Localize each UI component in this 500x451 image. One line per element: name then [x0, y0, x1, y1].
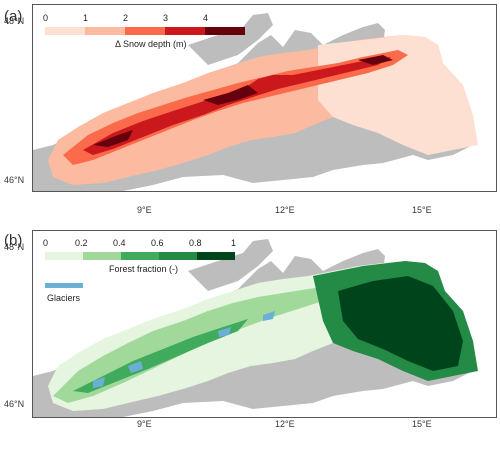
legend-b-tick-1: 0.2: [75, 238, 88, 248]
forest-map-svg: [33, 239, 478, 417]
legend-a-tick-3: 3: [163, 13, 169, 23]
legend-a-title: Δ Snow depth (m): [115, 39, 187, 49]
snow-core-mid-a: [63, 50, 408, 165]
glacier-legend: Glaciers: [45, 283, 105, 309]
glacier-patch-3: [218, 327, 231, 337]
legend-a: 0 1 2 3 4 Δ Snow depth (m): [43, 11, 250, 53]
lat-label-b-48: 48°N: [4, 242, 25, 252]
legend-a-tick-0: 0: [43, 13, 49, 23]
panel-label-a: (a): [4, 8, 23, 25]
lat-label-a-48: 48°N: [4, 16, 25, 26]
legend-b-tick-0: 0: [43, 238, 49, 248]
lat-label-b-46: 46°N: [4, 399, 25, 409]
legend-a-swatch-1: [85, 27, 125, 35]
legend-b-tick-5: 1: [231, 238, 237, 248]
lon-label-a-15e: 15°E: [412, 205, 432, 215]
legend-b-colorbar: [45, 252, 235, 260]
snow-core-high-a: [83, 57, 391, 155]
legend-b-tick-2: 0.4: [113, 238, 126, 248]
background-top-a: [188, 13, 273, 65]
legend-b-swatch-4: [197, 252, 235, 260]
snow-depth-map: 0 1 2 3 4 Δ Snow depth (m): [32, 4, 497, 192]
glacier-patch-4: [263, 311, 275, 321]
legend-b-tick-4: 0.8: [189, 238, 202, 248]
glacier-patch-2: [128, 361, 143, 373]
panel-a: (a) 0 1 2 3 4: [4, 4, 497, 192]
forest-valleys-b: [73, 319, 248, 393]
legend-a-tick-1: 1: [83, 13, 89, 23]
legend-b-title: Forest fraction (-): [109, 264, 179, 274]
legend-a-swatch-3: [165, 27, 205, 35]
panel-label-b: (b): [4, 232, 23, 249]
legend-b-swatch-3: [159, 252, 197, 260]
legend-a-colorbar: [45, 27, 245, 35]
snow-depth-map-svg: [33, 13, 478, 191]
snow-core-max-a: [93, 55, 393, 147]
lon-label-15e: 15°E: [412, 419, 432, 429]
lon-label-a-9e: 9°E: [137, 205, 152, 215]
panel-b: (b) 0 0.2 0.4: [0, 226, 500, 451]
background-top-b: [188, 239, 273, 291]
glacier-legend-label: Glaciers: [47, 293, 81, 303]
forest-fraction-map: 0 0.2 0.4 0.6 0.8 1 Forest fraction (-) …: [32, 230, 497, 418]
legend-b-swatch-0: [45, 252, 83, 260]
lat-label-a-46: 46°N: [4, 175, 25, 185]
lon-label-9e: 9°E: [137, 419, 152, 429]
forest-dense-b: [338, 276, 463, 371]
lon-label-a-12e: 12°E: [275, 205, 295, 215]
legend-a-tick-2: 2: [123, 13, 129, 23]
legend-a-swatch-2: [125, 27, 165, 35]
glacier-legend-swatch: [45, 283, 83, 288]
legend-a-swatch-0: [45, 27, 85, 35]
legend-a-tick-4: 4: [203, 13, 209, 23]
lon-label-12e: 12°E: [275, 419, 295, 429]
legend-b-swatch-2: [121, 252, 159, 260]
legend-b: 0 0.2 0.4 0.6 0.8 1 Forest fraction (-): [43, 236, 255, 278]
legend-b-swatch-1: [83, 252, 121, 260]
legend-a-swatch-4: [205, 27, 245, 35]
glacier-patch-1: [93, 377, 105, 388]
legend-b-tick-3: 0.6: [151, 238, 164, 248]
